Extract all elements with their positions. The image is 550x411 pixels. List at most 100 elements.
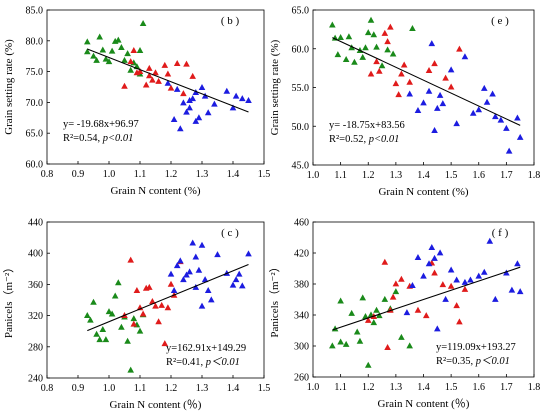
data-point-blue: [229, 104, 237, 111]
x-tick-label: 1.5: [258, 383, 271, 394]
data-point-red: [376, 67, 383, 74]
y-tick-label: 55.0: [292, 83, 310, 94]
data-point-green: [353, 328, 361, 335]
data-point-blue: [475, 106, 483, 113]
data-point-blue: [414, 106, 422, 113]
data-point-green: [99, 46, 107, 53]
y-tick-label: 300: [294, 342, 309, 353]
data-point-red: [146, 283, 153, 290]
data-point-red: [127, 256, 134, 263]
data-point-red: [136, 68, 144, 74]
x-tick-label: 1.3: [196, 169, 209, 180]
data-point-green: [378, 62, 386, 69]
data-point-red: [425, 67, 433, 74]
data-point-blue: [428, 40, 436, 47]
regression-line: [332, 266, 521, 331]
data-point-red: [389, 293, 397, 300]
data-point-blue: [223, 87, 231, 94]
data-point-blue: [403, 309, 411, 316]
data-point-green: [337, 33, 344, 40]
data-point-green: [93, 56, 100, 63]
y-tick-label: 65.0: [292, 6, 310, 17]
data-point-red: [167, 280, 175, 287]
data-point-green: [373, 43, 380, 50]
data-point-green: [118, 323, 125, 330]
data-point-blue: [170, 287, 178, 294]
data-point-red: [130, 47, 138, 54]
data-point-blue: [201, 276, 209, 283]
data-point-green: [96, 33, 103, 40]
x-tick-label: 1.4: [417, 170, 430, 181]
data-point-green: [102, 55, 110, 62]
r-squared-value: R²=0.54,: [63, 133, 103, 144]
data-point-green: [121, 56, 128, 63]
y-tick-label: 320: [28, 311, 43, 322]
data-point-blue: [439, 100, 447, 107]
data-point-red: [384, 343, 391, 350]
data-point-green: [359, 294, 367, 301]
data-point-green: [337, 297, 344, 304]
data-point-red: [381, 258, 389, 265]
p-value: p<0.01: [368, 134, 400, 145]
data-point-blue: [204, 109, 212, 116]
y-tick-label: 400: [28, 249, 43, 260]
data-point-red: [164, 70, 172, 77]
data-point-blue: [420, 272, 427, 279]
data-point-green: [139, 19, 147, 26]
regression-line: [332, 37, 521, 126]
data-point-green: [345, 33, 353, 40]
data-point-green: [342, 56, 350, 62]
data-point-green: [370, 319, 378, 326]
data-point-blue: [489, 90, 496, 97]
data-point-green: [84, 48, 91, 55]
data-point-red: [133, 287, 141, 294]
data-point-blue: [170, 116, 178, 123]
data-point-red: [127, 58, 134, 65]
data-point-blue: [469, 109, 477, 116]
data-point-green: [406, 342, 413, 349]
x-tick-label: 1.3: [196, 383, 209, 394]
data-point-blue: [486, 237, 494, 244]
regression-equation: y=162.91x+149.29: [166, 343, 246, 354]
y-tick-label: 340: [294, 311, 309, 322]
data-point-blue: [204, 287, 212, 294]
r-squared-text: R²=0.35, p＜0.01: [436, 355, 510, 367]
data-point-green: [115, 279, 122, 286]
data-point-blue: [173, 262, 181, 269]
data-point-green: [359, 53, 367, 60]
data-point-blue: [235, 270, 243, 277]
data-point-blue: [192, 283, 200, 290]
plot-frame: [46, 221, 265, 379]
data-point-red: [398, 275, 405, 282]
data-point-red: [155, 318, 162, 325]
data-point-green: [93, 330, 100, 337]
data-point-red: [431, 269, 438, 276]
data-point-blue: [245, 250, 252, 257]
y-axis-label: Grain setting rate (%): [269, 39, 281, 135]
data-point-red: [431, 60, 438, 67]
plot-frame: [46, 9, 265, 165]
data-point-blue: [508, 286, 516, 293]
panel-tag: ( b ): [221, 15, 240, 27]
data-point-green: [370, 31, 378, 38]
data-point-blue: [167, 270, 175, 277]
y-tick-label: 60.0: [292, 44, 310, 55]
data-point-blue: [406, 90, 413, 97]
data-point-blue: [186, 268, 193, 275]
data-point-green: [124, 337, 131, 344]
panel-tag: ( f ): [492, 227, 509, 239]
x-tick-label: 1.1: [134, 383, 147, 394]
data-point-blue: [480, 268, 488, 275]
data-point-red: [422, 312, 430, 319]
data-point-blue: [447, 266, 455, 273]
data-point-red: [461, 285, 469, 292]
y-tick-label: 65.0: [26, 129, 44, 140]
data-point-blue: [447, 66, 455, 73]
data-point-blue: [461, 278, 469, 285]
data-point-green: [364, 29, 372, 36]
data-point-red: [180, 90, 187, 97]
data-point-green: [84, 38, 91, 45]
data-point-blue: [180, 99, 187, 106]
y-tick-label: 80.0: [26, 36, 44, 47]
data-point-blue: [492, 295, 499, 302]
